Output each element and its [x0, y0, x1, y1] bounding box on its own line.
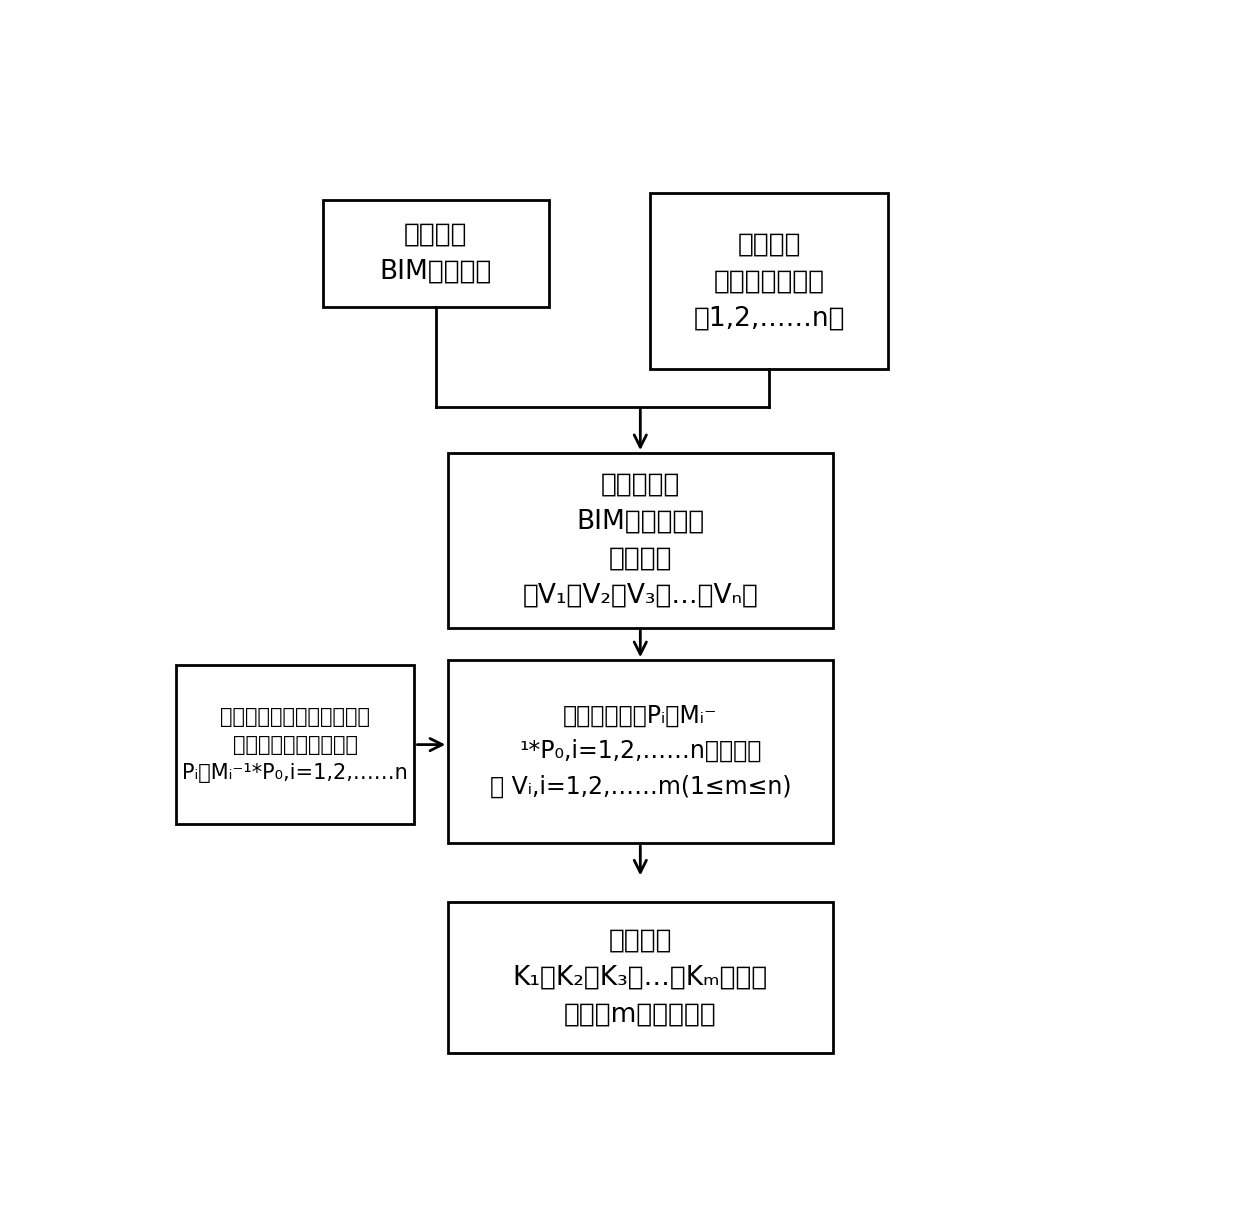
Bar [448, 902, 832, 1053]
Bar [176, 665, 414, 825]
Bar [448, 660, 832, 843]
Text: 施工人员在以每个摄像头为
原点的坐标系中的坐标
Pᵢ＝Mᵢ⁻¹*P₀,i=1,2,……n: 施工人员在以每个摄像头为 原点的坐标系中的坐标 Pᵢ＝Mᵢ⁻¹*P₀,i=1,2… [182, 707, 408, 783]
Bar [448, 453, 832, 627]
Text: 每个摄像头
BIM三维模型的
三维视域
（V₁，V₂，V₃，…，Vₙ）: 每个摄像头 BIM三维模型的 三维视域 （V₁，V₂，V₃，…，Vₙ） [522, 472, 758, 609]
Text: 建筑工地
监控摄像头部署
（1,2,……n）: 建筑工地 监控摄像头部署 （1,2,……n） [693, 232, 844, 332]
Bar [650, 193, 888, 369]
Bar [324, 200, 549, 308]
Text: 计算得到包含Pᵢ＝Mᵢ⁻
¹*P₀,i=1,2,……n的所有视
域 Vᵢ,i=1,2,……m(1≤m≤n): 计算得到包含Pᵢ＝Mᵢ⁻ ¹*P₀,i=1,2,……n的所有视 域 Vᵢ,i=1… [490, 704, 791, 798]
Text: 建筑工地
BIM三维建模: 建筑工地 BIM三维建模 [379, 222, 492, 285]
Text: 调用显示
K₁，K₂，K₃，…，Kₘ视图对
应的共m个监控视频: 调用显示 K₁，K₂，K₃，…，Kₘ视图对 应的共m个监控视频 [512, 927, 768, 1028]
